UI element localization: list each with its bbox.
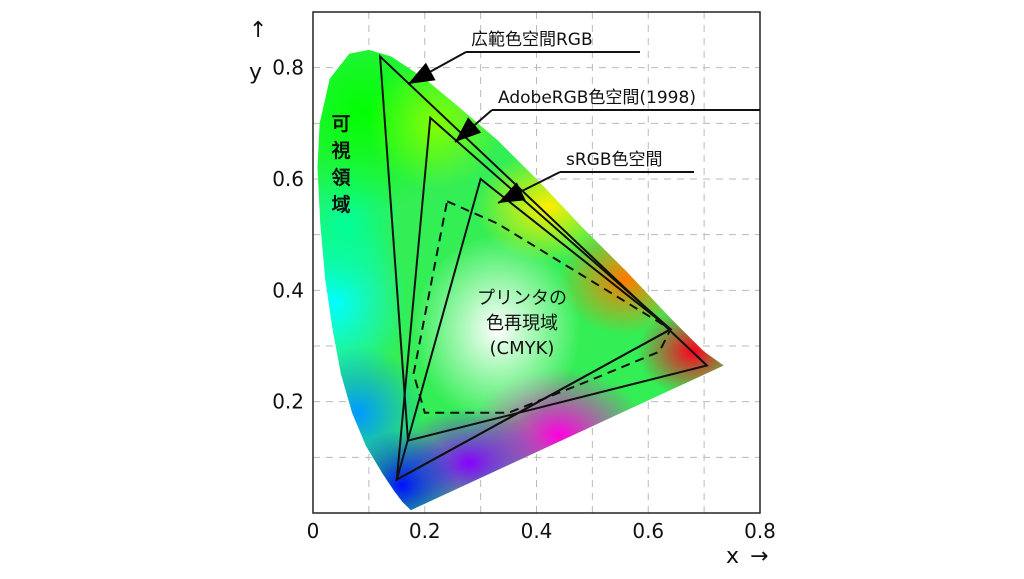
arrowhead-icon bbox=[455, 117, 482, 142]
y-tick-label: 0.4 bbox=[272, 278, 304, 302]
y-tick-label: 0.2 bbox=[272, 390, 304, 414]
x-axis-arrow-icon: → bbox=[750, 544, 768, 569]
annotation-label: 広範色空間RGB bbox=[471, 30, 593, 50]
series-wide-gamut-rgb bbox=[378, 54, 709, 442]
x-tick-label: 0 bbox=[307, 519, 320, 543]
arrowhead-icon bbox=[408, 62, 436, 84]
y-tick-label: 0.8 bbox=[272, 56, 304, 80]
series-printer-cmyk bbox=[412, 199, 672, 414]
printer-gamut-label-line: プリンタの bbox=[477, 288, 567, 309]
x-tick-label: 0.4 bbox=[521, 519, 553, 543]
x-tick-label: 0.2 bbox=[409, 519, 441, 543]
x-tick-label: 0.6 bbox=[632, 519, 664, 543]
region-label-char: 視 bbox=[330, 139, 350, 162]
printer-gamut-label-line: (CMYK) bbox=[490, 338, 555, 359]
y-tick-label: 0.6 bbox=[272, 167, 304, 191]
region-label-char: 域 bbox=[331, 193, 350, 216]
tick-labels: 0 0.2 0.4 0.6 0.8 0.2 0.4 0.6 0.8 bbox=[272, 56, 776, 543]
region-label-char: 領 bbox=[331, 166, 351, 189]
x-axis-label: x bbox=[726, 544, 739, 569]
x-tick-label: 0.8 bbox=[744, 519, 776, 543]
annotation-label: sRGB色空間 bbox=[566, 150, 663, 170]
y-axis-arrow-icon: ↑ bbox=[249, 18, 267, 43]
annotations: 広範色空間RGB AdobeRGB色空間(1998) sRGB色空間 bbox=[407, 30, 760, 204]
region-label-char: 可 bbox=[331, 113, 350, 135]
y-axis-label: y bbox=[249, 60, 262, 85]
plot-border bbox=[312, 11, 761, 514]
printer-gamut-label-line: 色再現域 bbox=[486, 313, 558, 334]
arrowhead-icon bbox=[498, 182, 526, 203]
gamut-series bbox=[378, 54, 709, 482]
series-srgb bbox=[395, 177, 673, 482]
annotation-label: AdobeRGB色空間(1998) bbox=[498, 88, 696, 108]
